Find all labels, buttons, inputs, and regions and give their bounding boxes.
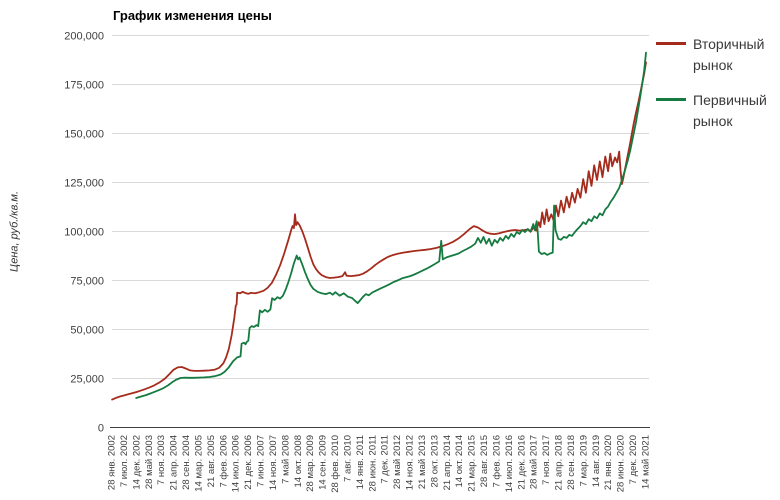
primary-market-line-swatch	[656, 98, 686, 101]
y-tick-label: 200,000	[64, 31, 104, 43]
x-tick-label: 14 окт. 2008	[293, 435, 304, 487]
legend-item-primary-market: Первичный рынок	[656, 90, 776, 132]
x-tick-label: 28 янв. 2002	[107, 435, 118, 490]
y-tick-label: 100,000	[64, 227, 104, 239]
y-tick-label: 25,000	[70, 374, 104, 386]
x-tick-label: 14 сен. 2009	[318, 435, 329, 490]
secondary-market-line	[111, 61, 647, 401]
x-tick-label: 14 авг. 2019	[591, 435, 602, 487]
x-tick-label: 7 авг. 2010	[342, 435, 353, 482]
primary-market-line	[135, 51, 647, 399]
x-tick-label: 28 май 2017	[529, 435, 540, 489]
x-tick-label: 7 мар. 2019	[578, 435, 589, 486]
x-tick-label: 7 фев. 2006	[218, 435, 229, 487]
x-tick-label: 14 июл. 2016	[504, 435, 515, 492]
x-tick-label: 21 янв. 2020	[603, 435, 614, 490]
x-tick-label: 7 май 2008	[280, 435, 291, 484]
x-tick-label: 28 июн. 2011	[367, 435, 378, 492]
legend-label-primary-market: Первичный рынок	[693, 92, 767, 129]
x-tick-label: 7 дек. 2020	[628, 435, 639, 484]
x-tick-label: 14 дек. 2002	[131, 435, 142, 490]
x-tick-label: 14 окт. 2014	[454, 435, 465, 487]
x-tick-label: 7 фев. 2016	[491, 435, 502, 487]
x-tick-label: 21 авг. 2005	[206, 435, 217, 487]
x-tick-label: 28 май 2003	[144, 435, 155, 489]
y-tick-label: 125,000	[64, 178, 104, 190]
x-tick-label: 28 авг. 2015	[479, 435, 490, 487]
x-tick-label: 28 июн. 2020	[616, 435, 627, 492]
legend-label-secondary-market: Вторичный рынок	[693, 36, 765, 73]
x-tick-label: 28 окт. 2013	[429, 435, 440, 487]
legend: Вторичный рынок Первичный рынок	[656, 34, 776, 146]
x-tick-label: 21 апр. 2014	[442, 435, 453, 490]
y-tick-label: 150,000	[64, 129, 104, 141]
x-tick-label: 21 дек. 2016	[516, 435, 527, 490]
x-tick-label: 28 май 2012	[392, 435, 403, 489]
x-tick-label: 7 дек. 2011	[380, 435, 391, 484]
y-tick-label: 0	[98, 423, 104, 435]
x-tick-label: 28 мар. 2009	[305, 435, 316, 492]
chart-title: График изменения цены	[113, 8, 272, 23]
x-tick-label: 14 янв. 2011	[355, 435, 366, 489]
y-tick-label: 75,000	[70, 276, 104, 288]
x-tick-label: 7 июл. 2002	[119, 435, 130, 487]
secondary-market-line-swatch	[656, 42, 686, 45]
x-tick-label: 14 ноя. 2012	[405, 435, 416, 490]
x-tick-label: 7 ноя. 2003	[156, 435, 167, 485]
y-tick-label: 175,000	[64, 80, 104, 92]
x-tick-label: 14 ноя. 2007	[268, 435, 279, 490]
x-tick-label: 14 мар. 2005	[193, 435, 204, 492]
x-tick-label: 21 дек. 2006	[243, 435, 254, 490]
x-tick-label: 28 сен. 2018	[566, 435, 577, 490]
x-tick-label: 21 апр. 2004	[169, 435, 180, 490]
x-tick-label: 14 июл. 2006	[231, 435, 242, 492]
y-tick-label: 50,000	[70, 325, 104, 337]
x-tick-label: 7 ноя. 2017	[541, 435, 552, 485]
x-tick-label: 21 май 2013	[417, 435, 428, 489]
x-tick-label: 28 сен. 2004	[181, 435, 192, 490]
x-tick-label: 21 мар. 2015	[467, 435, 478, 492]
x-tick-label: 28 фев. 2010	[330, 435, 341, 493]
x-tick-label: 14 май 2021	[641, 435, 652, 489]
x-tick-label: 7 июн. 2007	[256, 435, 267, 487]
legend-item-secondary-market: Вторичный рынок	[656, 34, 776, 76]
x-tick-label: 21 апр. 2018	[554, 435, 565, 490]
